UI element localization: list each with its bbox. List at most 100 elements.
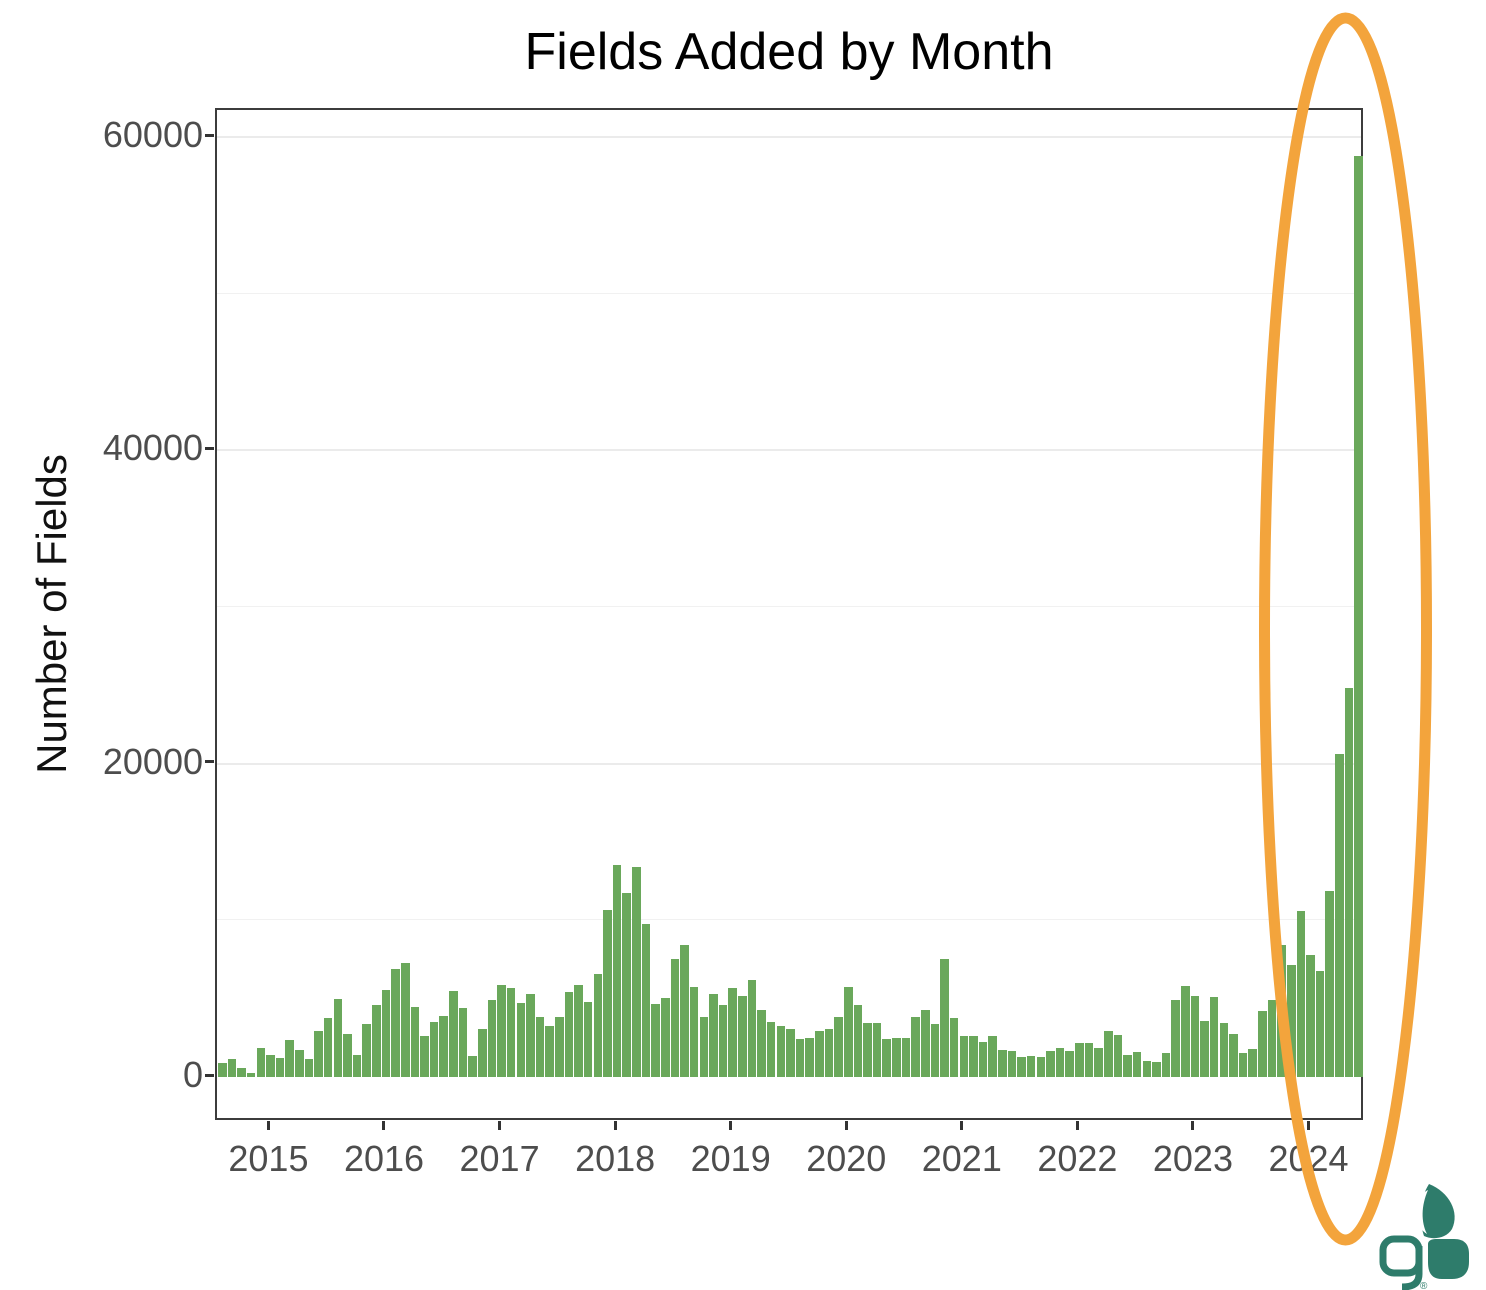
bar — [1229, 1033, 1238, 1077]
bar — [400, 962, 410, 1077]
gridline — [217, 762, 1361, 765]
bar — [921, 1010, 930, 1077]
bar — [1026, 1056, 1036, 1077]
bar — [709, 993, 718, 1077]
chart-title: Fields Added by Month — [524, 23, 1054, 81]
bar — [323, 1018, 333, 1077]
y-tick-label: 60000 — [102, 114, 203, 155]
x-tick-mark — [1075, 1121, 1079, 1130]
x-tick-mark — [1191, 1121, 1195, 1130]
gridline — [217, 606, 1361, 607]
bar — [1181, 985, 1190, 1077]
bar — [1046, 1051, 1055, 1077]
bar — [699, 1016, 709, 1077]
bar — [738, 996, 747, 1077]
bar — [1248, 1048, 1257, 1077]
bar — [429, 1022, 439, 1077]
x-tick-label: 2021 — [921, 1138, 1002, 1179]
bar — [362, 1023, 371, 1077]
bar — [824, 1028, 834, 1077]
bar — [1065, 1050, 1074, 1077]
bar — [1123, 1054, 1132, 1077]
bar — [266, 1055, 275, 1077]
bar — [1103, 1031, 1113, 1077]
gridline — [217, 919, 1361, 921]
bar — [901, 1037, 911, 1077]
bar — [892, 1037, 901, 1077]
bar — [815, 1031, 824, 1077]
x-tick-label: 2016 — [343, 1138, 425, 1179]
bar — [593, 973, 603, 1077]
bar — [1209, 997, 1219, 1077]
bar — [632, 867, 641, 1077]
bar — [439, 1016, 449, 1077]
x-tick-mark — [613, 1121, 617, 1130]
y-tick-mark — [205, 760, 214, 764]
x-tick-mark — [1306, 1121, 1310, 1130]
bar — [786, 1029, 795, 1077]
bar — [497, 985, 506, 1077]
bar — [545, 1025, 554, 1077]
bar — [670, 959, 680, 1077]
x-tick-mark — [382, 1121, 386, 1130]
bar — [940, 958, 949, 1077]
bar — [1219, 1022, 1229, 1077]
x-tick-label: 2023 — [1152, 1138, 1233, 1179]
y-tick-label: 0 — [182, 1054, 203, 1095]
y-axis-title: Number of Fields — [28, 454, 75, 774]
bar — [728, 988, 737, 1077]
x-tick-label: 2017 — [459, 1138, 540, 1179]
registered-trademark-glyph: ® — [1420, 1281, 1428, 1290]
bar — [863, 1023, 872, 1077]
leaf-g-logo-icon: ® — [1379, 1184, 1469, 1290]
y-tick-mark — [205, 446, 214, 450]
bar — [468, 1056, 477, 1077]
bar — [526, 993, 535, 1077]
y-tick-mark — [205, 133, 214, 137]
bar — [246, 1073, 256, 1077]
bar — [1200, 1021, 1209, 1077]
bar — [227, 1058, 237, 1077]
y-tick-mark — [205, 1073, 214, 1077]
y-tick-label: 40000 — [102, 427, 203, 469]
bar — [1277, 945, 1286, 1077]
bar — [1258, 1011, 1267, 1077]
bar — [612, 864, 622, 1077]
bar — [766, 1022, 776, 1077]
bar — [555, 1016, 564, 1077]
bar — [1190, 996, 1200, 1077]
bar — [978, 1042, 988, 1077]
x-tick-mark — [729, 1121, 733, 1130]
bar — [1325, 891, 1335, 1077]
bar — [795, 1039, 805, 1077]
bar — [458, 1007, 468, 1077]
bar — [853, 1004, 863, 1077]
x-tick-label: 2020 — [806, 1138, 887, 1179]
bar — [757, 1010, 766, 1077]
bar — [911, 1017, 920, 1077]
bar — [949, 1018, 959, 1077]
bar — [680, 944, 689, 1077]
bar — [352, 1054, 362, 1077]
bar — [1267, 1000, 1277, 1077]
gridline — [217, 136, 1361, 138]
bar — [410, 1007, 420, 1077]
bar — [506, 988, 516, 1077]
bar — [304, 1058, 314, 1077]
bar — [218, 1062, 227, 1077]
bar — [583, 1001, 593, 1077]
bar — [1296, 911, 1306, 1077]
bar — [1354, 155, 1363, 1077]
x-tick-label: 2024 — [1268, 1138, 1349, 1179]
bar — [256, 1048, 266, 1077]
bar — [1132, 1052, 1142, 1077]
bar — [420, 1036, 429, 1077]
bar — [372, 1004, 381, 1077]
bar — [805, 1037, 814, 1077]
bar — [1084, 1042, 1094, 1077]
bar — [718, 1005, 728, 1077]
x-tick-label: 2022 — [1037, 1138, 1118, 1179]
bar — [882, 1039, 892, 1077]
bar — [651, 1003, 660, 1077]
x-tick-label: 2019 — [690, 1138, 771, 1179]
